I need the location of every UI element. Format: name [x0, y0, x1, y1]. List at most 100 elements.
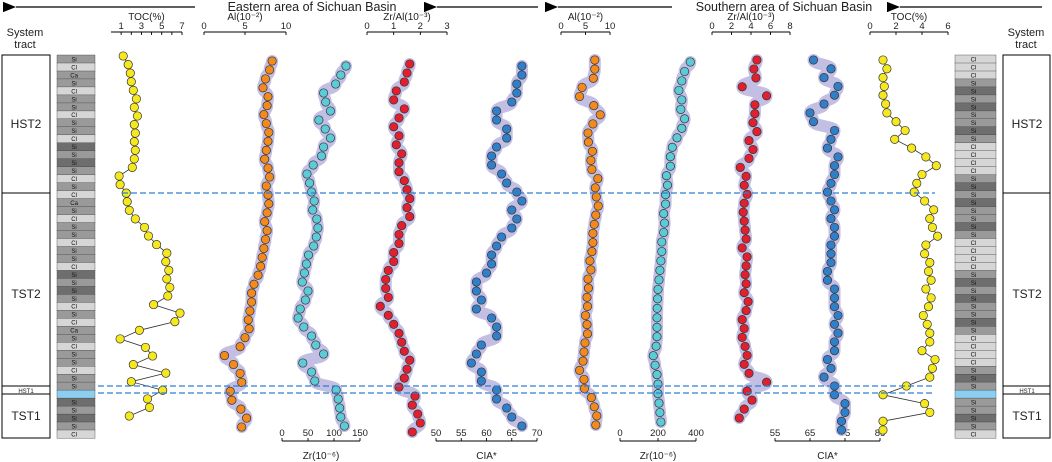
data-point-e-toc: [128, 85, 138, 95]
panel-e-cia: 50 55 60 65 70 CIA*: [431, 60, 542, 462]
data-point-e-zral: [407, 427, 417, 437]
lith-east-label: Si: [71, 297, 76, 303]
panel-s-zral: 0 2 4 6 8 Zr/Al(10⁻³): [709, 12, 793, 424]
data-point-s-toc: [930, 354, 940, 365]
data-point-e-toc: [175, 308, 185, 318]
lith-south-label: Si: [971, 81, 976, 87]
data-point-e-cia: [497, 169, 507, 179]
data-point-s-toc: [918, 310, 928, 321]
data-point-e-zr: [336, 412, 346, 422]
lith-south-label: Cl: [971, 161, 977, 167]
data-point-e-al: [242, 413, 252, 423]
data-point-e-zr: [299, 322, 309, 332]
data-point-s-toc: [931, 161, 941, 171]
lith-east-label: Si: [71, 225, 76, 231]
data-point-e-zr: [341, 61, 351, 71]
data-point-e-zral: [389, 319, 399, 329]
panel-e-toc: 1 3 5 7 TOC(%): [111, 12, 185, 421]
data-point-s-zral: [750, 100, 760, 110]
lith-south-label: Si: [971, 416, 976, 422]
data-point-s-zr: [654, 398, 664, 408]
data-point-s-cia: [833, 310, 843, 321]
lith-south-label: Cl: [971, 432, 977, 438]
data-point-e-zr: [325, 133, 335, 143]
data-point-e-zral: [405, 194, 415, 204]
data-point-e-al: [265, 65, 275, 75]
data-point-e-al: [263, 163, 273, 173]
data-point-s-al: [586, 155, 596, 165]
data-point-e-toc: [129, 120, 139, 130]
data-point-s-zral: [739, 216, 749, 226]
data-point-s-al: [587, 164, 597, 175]
data-point-s-al: [587, 247, 597, 257]
data-point-e-al: [259, 110, 269, 120]
data-point-e-toc: [124, 205, 134, 215]
data-point-s-al: [588, 73, 598, 83]
tick-label-e-cia: 65: [506, 428, 517, 439]
data-point-s-toc: [912, 178, 922, 188]
data-point-e-toc: [118, 51, 128, 61]
lith-south-label: Cl: [971, 57, 977, 63]
data-point-e-toc: [152, 240, 162, 250]
data-point-e-zral: [402, 68, 412, 78]
data-point-e-toc: [132, 111, 142, 121]
data-point-e-zral: [391, 86, 401, 96]
data-point-e-zr: [300, 295, 310, 305]
axis-label-s-al: Al(10⁻²): [568, 12, 603, 23]
data-point-e-zr: [314, 115, 324, 125]
data-point-e-zral: [397, 337, 407, 347]
data-point-s-toc: [878, 425, 888, 435]
data-point-s-zr: [652, 303, 662, 313]
data-point-e-cia: [476, 376, 486, 386]
data-point-e-zral: [383, 265, 393, 275]
data-point-s-zral: [744, 153, 754, 163]
data-point-e-al: [247, 288, 257, 298]
data-point-e-zral: [413, 409, 423, 419]
lith-south-label: Si: [971, 377, 976, 383]
data-point-s-toc: [925, 258, 935, 268]
lith-east-label: Cl: [71, 177, 77, 183]
data-point-s-cia: [833, 328, 843, 338]
data-point-e-toc: [129, 154, 139, 164]
data-point-e-zr: [297, 277, 307, 287]
lith-south-label: Cl: [971, 65, 977, 71]
data-point-e-toc: [143, 231, 154, 241]
data-point-e-cia: [487, 250, 497, 260]
data-point-s-al: [591, 210, 601, 220]
data-point-e-cia: [517, 70, 527, 80]
data-point-s-zral: [737, 243, 747, 253]
data-point-e-zr: [303, 286, 313, 296]
data-point-e-zral: [405, 212, 415, 222]
data-point-e-zr: [319, 142, 329, 152]
data-point-s-zral: [739, 404, 749, 414]
data-point-s-zr: [656, 417, 666, 427]
data-point-e-al: [264, 127, 274, 137]
data-point-e-toc: [162, 274, 172, 284]
data-point-s-toc: [917, 169, 927, 180]
data-point-e-cia: [517, 196, 527, 206]
data-point-e-zr: [293, 313, 303, 323]
data-point-e-zral: [381, 283, 391, 293]
data-point-e-cia: [497, 232, 507, 242]
data-point-s-al: [595, 110, 605, 120]
data-point-e-zral: [394, 131, 404, 141]
data-point-s-toc: [882, 64, 892, 74]
data-point-s-zral: [739, 323, 749, 334]
data-point-e-zr: [339, 421, 349, 431]
data-point-e-zral: [394, 382, 404, 392]
lith-east-label: Si: [71, 121, 76, 127]
axis-label-e-toc: TOC(%): [128, 12, 164, 23]
data-point-s-cia: [826, 196, 836, 206]
axis-label-s-toc: TOC(%): [891, 12, 927, 23]
data-point-s-al: [583, 128, 593, 138]
data-point-s-toc: [933, 231, 943, 241]
data-point-s-cia: [833, 152, 843, 162]
lith-east-label: Cl: [71, 217, 77, 223]
lith-south-label: Si: [971, 424, 976, 430]
lith-south-label: Cl: [971, 265, 977, 271]
data-point-s-toc: [882, 108, 892, 118]
data-point-s-zr: [674, 85, 684, 95]
data-point-s-toc: [926, 275, 936, 285]
data-point-s-zr: [648, 351, 658, 361]
tick-label-e-zr: 100: [326, 428, 342, 439]
